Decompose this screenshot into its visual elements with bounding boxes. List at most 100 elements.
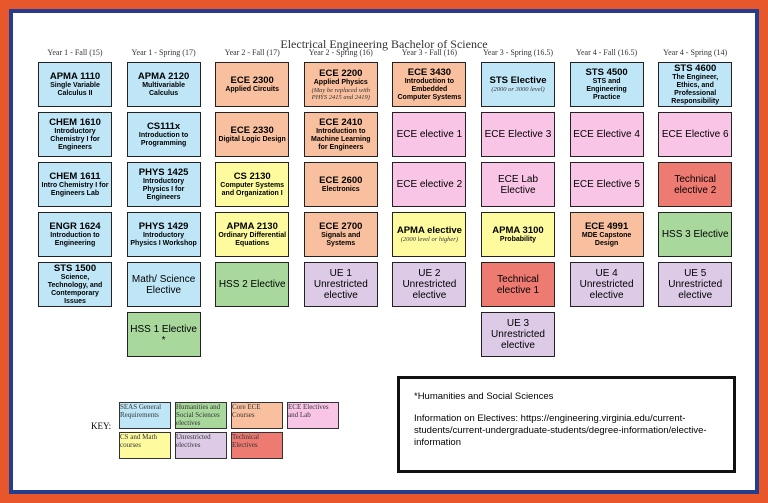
course-box: ECE Elective 3	[481, 112, 555, 157]
course-code: STS 1500	[53, 262, 97, 274]
course-code: ECE 2700	[319, 220, 363, 232]
course-code: Technical elective 1	[496, 273, 540, 296]
course-box: Technical elective 2	[658, 162, 733, 207]
course-box: UE 3 Unrestricted elective	[481, 312, 555, 357]
key-item: Unrestricted electives	[175, 432, 227, 459]
course-box: STS 4500 STS and Engineering Practice	[569, 62, 644, 107]
course-code: CHEM 1610	[49, 116, 101, 128]
course-box: STS 4600 The Engineer, Ethics, and Profes…	[658, 62, 733, 107]
course-box: CS111x Introduction to Programming	[126, 112, 201, 157]
course-box: CHEM 1611 Intro Chemistry I for Engineers…	[38, 162, 112, 207]
key-item: SEAS General Requirements	[119, 402, 171, 429]
course-box: APMA 2120 Multivariable Calculus	[126, 62, 201, 107]
key-item: Technical Electives	[231, 432, 283, 459]
course-title: Intro Chemistry I for Engineers Lab	[41, 181, 109, 197]
course-code: APMA 2120	[137, 70, 190, 82]
course-box: PHYS 1425 Introductory Physics I for Engi…	[126, 162, 201, 207]
course-code: STS 4600	[674, 62, 717, 74]
course-title: Introductory Physics I Workshop	[130, 231, 197, 247]
column-header: Year 3 - Spring (16.5)	[482, 48, 554, 57]
course-title: Applied Physics	[313, 78, 368, 86]
course-code: Technical elective 2	[674, 173, 717, 196]
course-code: UE 4 Unrestricted elective	[579, 268, 634, 301]
course-code: ECE 2200	[319, 67, 363, 79]
course-box: PHYS 1429 Introductory Physics I Workshop	[126, 212, 201, 257]
column-header: Year 4 - Spring (14)	[663, 48, 728, 57]
column-header: Year 2 - Spring (16)	[308, 48, 373, 57]
course-box: Technical elective 1	[481, 262, 555, 307]
course-box: ECE Elective 4	[569, 112, 644, 157]
course-code: ECE Elective 4	[573, 129, 640, 140]
course-code: ECE Elective 3	[484, 129, 552, 140]
course-box: APMA 1110 Single Variable Calculus II	[38, 62, 112, 107]
course-box: HSS 2 Elective	[215, 262, 290, 307]
course-code: APMA 3100	[492, 224, 544, 236]
course-code: ECE 3430	[407, 66, 452, 78]
course-box: ECE 3430 Introduction to Embedded Compute…	[392, 62, 467, 107]
course-code: APMA 2130	[226, 220, 278, 232]
course-code: UE 2 Unrestricted elective	[402, 268, 457, 301]
course-code: HSS 1 Elective *	[130, 323, 197, 346]
course-box: UE 5 Unrestricted elective	[658, 262, 733, 307]
course-title: Computer Systems and Organization I	[220, 181, 285, 197]
course-code: ECE elective 1	[396, 129, 463, 140]
course-box: ECE 2600 Electronics	[303, 162, 378, 207]
course-code: PHYS 1425	[138, 166, 189, 178]
course-box: ECE 2700 Signals and Systems	[303, 212, 378, 257]
key-item: Core ECE Courses	[231, 402, 283, 429]
course-title: Science, Technology, and Contemporary Is…	[47, 273, 103, 305]
course-box: UE 2 Unrestricted elective	[392, 262, 467, 307]
footnote: *Humanities and Social Sciences	[414, 391, 554, 402]
course-box: APMA 2130 Ordinary Differential Equations	[215, 212, 290, 257]
course-title: Multivariable Calculus	[142, 81, 185, 97]
course-title: Probability	[499, 235, 537, 243]
course-box: ENGR 1624 Introduction to Engineering	[38, 212, 112, 257]
course-note: (May be replaced with PHYS 2415 and 2419…	[311, 86, 370, 101]
course-box: ECE Elective 5	[569, 162, 644, 207]
course-title: Introductory Physics I for Engineers	[142, 177, 185, 201]
column-header: Year 4 - Fall (16.5)	[576, 48, 638, 57]
course-box: ECE 4991 MDE Capstone Design	[569, 212, 644, 257]
course-code: ECE 2410	[319, 116, 363, 128]
course-box: Math/ Science Elective	[126, 262, 201, 307]
course-code: ECE Lab Elective	[497, 173, 539, 196]
column-header: Year 3 - Fall (16)	[401, 48, 457, 57]
course-title: Signals and Systems	[321, 231, 361, 247]
course-code: ECE Elective 6	[661, 129, 729, 140]
course-box: HSS 1 Elective *	[126, 312, 201, 357]
course-code: CS 2130	[233, 170, 271, 182]
course-box: CS 2130 Computer Systems and Organization…	[215, 162, 290, 207]
course-title: Ordinary Differential Equations	[218, 231, 287, 247]
column-header: Year 2 - Fall (17)	[224, 48, 280, 57]
course-code: CHEM 1611	[49, 170, 101, 182]
course-code: HSS 3 Elective	[661, 229, 729, 240]
key-item: Humanities and Social Sciences electives	[175, 402, 227, 429]
sheet: Electrical Engineering Bachelor of Scien…	[9, 9, 759, 494]
course-code: CS111x	[146, 120, 181, 132]
course-note: (2000 level or higher)	[400, 236, 458, 243]
course-box: ECE 2330 Digital Logic Design	[215, 112, 290, 157]
course-title: The Engineer, Ethics, and Professional R…	[671, 73, 720, 105]
column-header: Year 1 - Spring (17)	[131, 48, 196, 57]
key-label: KEY:	[91, 421, 112, 431]
course-code: APMA elective	[396, 225, 462, 236]
course-box: UE 4 Unrestricted elective	[569, 262, 644, 307]
course-box: ECE 2300 Applied Circuits	[215, 62, 290, 107]
course-title: MDE Capstone Design	[581, 231, 632, 247]
column-header: Year 1 - Fall (15)	[47, 48, 103, 57]
course-box: CHEM 1610 Introductory Chemistry I for En…	[38, 112, 112, 157]
course-box: ECE 2200 Applied Physics (May be replaced …	[303, 62, 378, 107]
course-title: Single Variable Calculus II	[50, 81, 100, 97]
course-title: Introduction to Machine Learning for Eng…	[311, 127, 371, 151]
course-code: PHYS 1429	[138, 220, 189, 232]
course-code: Math/ Science Elective	[131, 273, 196, 296]
title: Electrical Engineering Bachelor of Scien…	[280, 37, 488, 51]
course-code: HSS 2 Elective	[218, 279, 286, 290]
course-title: Applied Circuits	[225, 85, 280, 93]
course-box: STS Elective (2000 or 3000 level)	[481, 62, 555, 107]
course-code: ECE 2300	[230, 74, 274, 86]
course-code: UE 3 Unrestricted elective	[491, 318, 545, 351]
course-title: Introduction to Engineering	[50, 231, 100, 247]
course-code: ECE elective 2	[396, 179, 463, 190]
